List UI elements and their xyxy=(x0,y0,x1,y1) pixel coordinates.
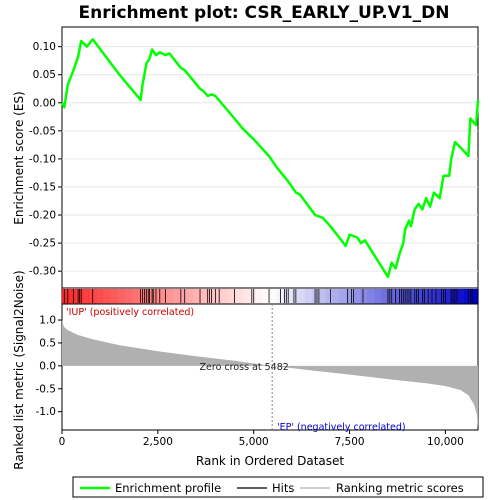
es-y-tick-label: -0.25 xyxy=(29,238,56,250)
color-bar-segment xyxy=(457,289,465,304)
color-bar-segment xyxy=(249,289,257,304)
es-y-tick-label: 0.05 xyxy=(33,69,56,81)
color-bar-segment xyxy=(422,289,430,304)
color-bar-segment xyxy=(263,289,271,304)
color-bar-segment xyxy=(166,289,174,304)
zero-cross-label: Zero cross at 5482 xyxy=(200,362,289,373)
legend-label-ranking: Ranking metric scores xyxy=(336,481,464,495)
es-gridlines xyxy=(62,46,478,272)
color-bar-segment xyxy=(408,289,417,304)
metric-y-axis-label: Ranked list metric (Signal2Noise) xyxy=(12,270,26,469)
color-bar-segment xyxy=(179,289,188,304)
color-bar-segment xyxy=(103,289,112,304)
color-bar-segment xyxy=(471,289,479,304)
es-y-tick-label: -0.05 xyxy=(29,125,56,137)
color-bar-segment xyxy=(290,289,299,304)
es-y-tick-label: -0.15 xyxy=(29,181,56,193)
color-bar-segment xyxy=(283,289,292,304)
color-bar-segment xyxy=(172,289,181,304)
metric-y-tick-label: -0.5 xyxy=(36,383,57,395)
color-bar-segment xyxy=(325,289,333,304)
legend-label-enrichment: Enrichment profile xyxy=(115,481,221,495)
metric-y-tick-label: -1.0 xyxy=(36,406,57,418)
x-tick-label: 7,500 xyxy=(335,436,365,448)
color-bar-segment xyxy=(429,289,437,304)
color-bar-segment xyxy=(186,289,195,304)
x-tick-label: 5,000 xyxy=(239,436,269,448)
color-bar-segment xyxy=(214,289,222,304)
es-y-tick-label: 0.00 xyxy=(33,97,56,109)
color-bar-segment xyxy=(200,289,209,304)
enrichment-profile xyxy=(60,38,480,279)
color-bar-segment xyxy=(450,289,458,304)
color-bar-segment xyxy=(221,289,229,304)
color-bar-segment xyxy=(242,289,250,304)
chart-title: Enrichment plot: CSR_EARLY_UP.V1_DN xyxy=(79,3,450,23)
x-tick-label: 10,000 xyxy=(427,436,464,448)
color-bar-segment xyxy=(228,289,236,304)
color-bar-segment xyxy=(464,289,472,304)
color-bar-segment xyxy=(270,289,278,304)
es-y-axis-ticks: 0.10 0.05 0.00 -0.05 -0.10 -0.15 -0.20 -0.25 -0.… xyxy=(29,41,62,278)
hit-markers xyxy=(63,289,479,303)
color-bar-segment xyxy=(332,289,340,304)
legend-label-hits: Hits xyxy=(272,481,294,495)
es-y-tick-label: -0.20 xyxy=(29,210,56,222)
color-bar-segment xyxy=(110,289,118,304)
color-bar-segment xyxy=(138,289,146,304)
color-bar-segment xyxy=(117,289,125,304)
es-y-tick-label: -0.10 xyxy=(29,153,56,165)
color-bar-segment xyxy=(89,289,98,304)
ranking-metric-fill xyxy=(62,320,478,428)
color-bar-segment xyxy=(297,289,306,304)
color-bar-segment xyxy=(62,289,70,304)
color-bar-segment xyxy=(124,289,132,304)
color-bar-segment xyxy=(394,289,403,304)
color-bar-segment xyxy=(367,289,375,304)
color-bar-segment xyxy=(374,289,382,304)
x-tick-label: 2,500 xyxy=(143,436,173,448)
x-axis-label: Rank in Ordered Dataset xyxy=(196,454,344,468)
color-bar-segment xyxy=(318,289,326,304)
color-bar-segment xyxy=(145,289,153,304)
metric-y-tick-label: 1.0 xyxy=(39,315,56,327)
color-bar-segment xyxy=(415,289,424,304)
metric-y-tick-label: 0.5 xyxy=(39,337,56,349)
color-bar-segment xyxy=(346,289,354,304)
ranking-metric-area xyxy=(62,320,478,428)
enrichment-profile-line xyxy=(60,38,480,279)
color-bar-segment xyxy=(380,289,389,304)
legend: Enrichment profile Hits Ranking metric s… xyxy=(72,476,484,498)
es-y-axis-label: Enrichment score (ES) xyxy=(12,91,26,224)
color-bar-segment xyxy=(82,289,91,304)
color-bar-segment xyxy=(353,289,361,304)
es-y-tick-label: 0.10 xyxy=(33,41,56,53)
color-bar-segment xyxy=(131,289,139,304)
color-bar-segment xyxy=(235,289,243,304)
color-bar-segment xyxy=(159,289,167,304)
color-bar-segment xyxy=(443,289,451,304)
x-axis-ticks: 0 2,500 5,000 7,500 10,000 xyxy=(59,430,464,448)
color-bar-segment xyxy=(304,289,313,304)
legend-box xyxy=(72,476,484,498)
color-bar-segment xyxy=(360,289,368,304)
color-bar-segment xyxy=(339,289,347,304)
x-tick-label: 0 xyxy=(59,436,66,448)
color-bar-segment xyxy=(436,289,444,304)
negative-correlation-label: 'EP' (negatively correlated) xyxy=(277,422,406,433)
metric-y-tick-label: 0.0 xyxy=(39,360,56,372)
positive-correlation-label: 'IUP' (positively correlated) xyxy=(66,307,194,318)
color-bar-segment xyxy=(96,289,105,304)
metric-y-axis-ticks: 1.0 0.5 0.0 -0.5 -1.0 xyxy=(36,315,62,418)
color-bar-segment xyxy=(256,289,264,304)
es-y-tick-label: -0.30 xyxy=(29,266,56,278)
color-bar-segment xyxy=(193,289,202,304)
ranking-color-bar xyxy=(62,289,479,304)
color-bar-segment xyxy=(68,289,77,304)
